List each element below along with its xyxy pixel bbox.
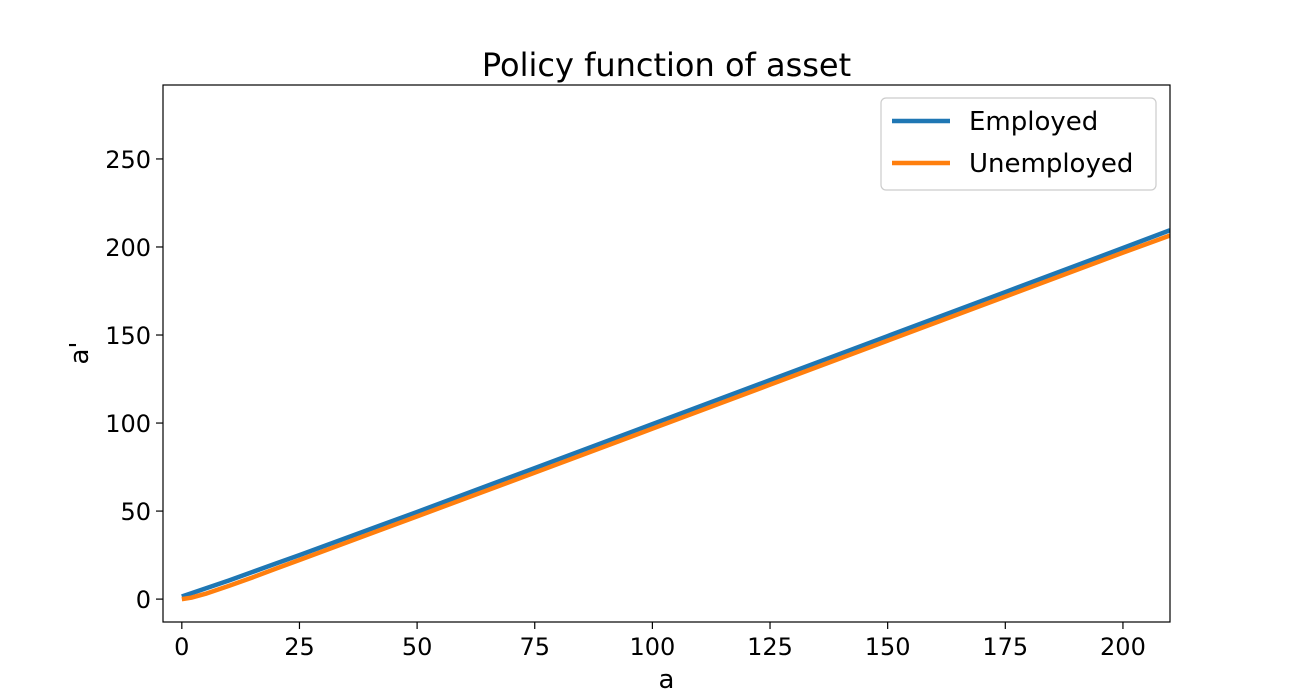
series-line-unemployed bbox=[181, 233, 1170, 602]
plot-frame bbox=[162, 84, 1171, 623]
x-tick-label: 100 bbox=[629, 633, 675, 661]
x-tick-label: 150 bbox=[865, 633, 911, 661]
x-tick-label: 50 bbox=[402, 633, 433, 661]
series-line-employed bbox=[181, 228, 1170, 599]
y-axis-label: a' bbox=[65, 341, 95, 364]
y-tick-label: 150 bbox=[105, 322, 151, 350]
chart-title: Policy function of asset bbox=[482, 46, 851, 84]
y-tick-label: 200 bbox=[105, 234, 151, 262]
x-tick-label: 25 bbox=[284, 633, 315, 661]
series-layer bbox=[181, 228, 1170, 602]
x-tick-label: 175 bbox=[982, 633, 1028, 661]
x-tick-label: 200 bbox=[1100, 633, 1146, 661]
x-tick-label: 125 bbox=[747, 633, 793, 661]
x-tick-label: 0 bbox=[174, 633, 189, 661]
x-axis-label: a bbox=[659, 665, 675, 695]
legend-label-employed: Employed bbox=[969, 107, 1098, 137]
x-tick-label: 75 bbox=[519, 633, 550, 661]
legend: Employed Unemployed bbox=[880, 97, 1157, 191]
x-axis: 0 25 50 75 100 125 150 175 200 bbox=[174, 622, 1146, 661]
y-axis: 0 50 100 150 200 250 bbox=[105, 146, 163, 614]
y-tick-label: 250 bbox=[105, 146, 151, 174]
y-tick-label: 50 bbox=[120, 498, 151, 526]
legend-label-unemployed: Unemployed bbox=[969, 149, 1133, 179]
y-tick-label: 0 bbox=[136, 586, 151, 614]
y-tick-label: 100 bbox=[105, 410, 151, 438]
